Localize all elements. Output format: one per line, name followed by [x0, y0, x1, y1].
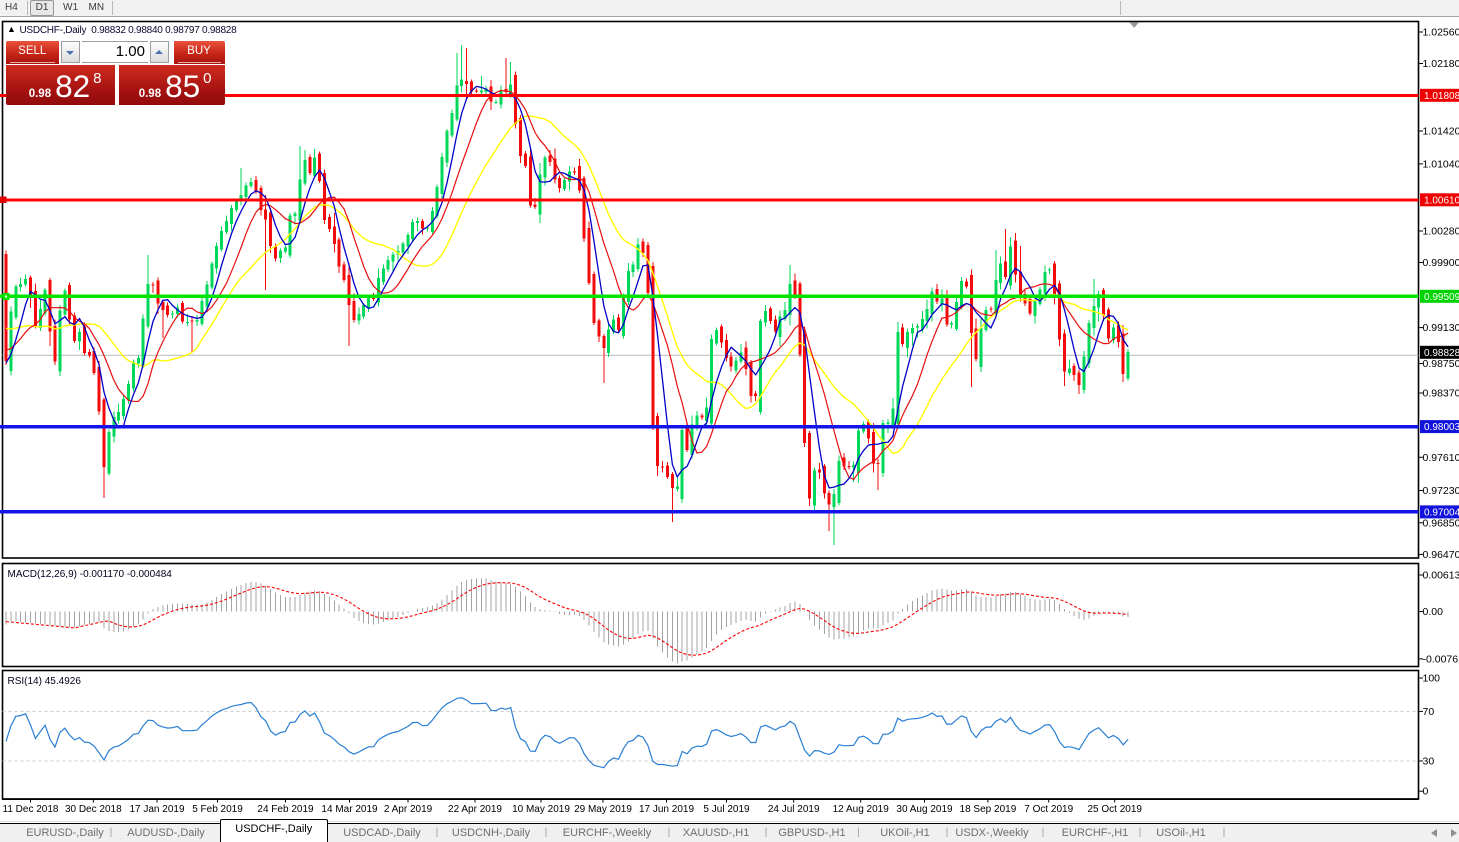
svg-text:11 Dec 2018: 11 Dec 2018 [3, 804, 59, 815]
svg-text:1.01040: 1.01040 [1423, 158, 1459, 170]
svg-text:5 Jul 2019: 5 Jul 2019 [703, 804, 750, 815]
svg-text:1.01808: 1.01808 [1424, 91, 1459, 102]
svg-text:29 May 2019: 29 May 2019 [574, 804, 632, 815]
svg-text:18 Sep 2019: 18 Sep 2019 [960, 804, 1017, 815]
svg-text:70: 70 [1423, 706, 1435, 718]
svg-text:0.96850: 0.96850 [1423, 517, 1459, 529]
svg-text:24 Feb 2019: 24 Feb 2019 [257, 804, 314, 815]
svg-text:0.99509: 0.99509 [1424, 292, 1459, 303]
svg-text:RSI(14) 45.4926: RSI(14) 45.4926 [8, 676, 82, 687]
svg-text:0.99130: 0.99130 [1423, 322, 1459, 334]
svg-text:1.00610: 1.00610 [1424, 195, 1459, 206]
svg-text:0.98750: 0.98750 [1423, 358, 1459, 370]
svg-text:5 Feb 2019: 5 Feb 2019 [192, 804, 243, 815]
svg-text:0.00: 0.00 [1423, 606, 1444, 618]
svg-text:2 Apr 2019: 2 Apr 2019 [384, 804, 433, 815]
svg-text:22 Apr 2019: 22 Apr 2019 [448, 804, 502, 815]
svg-text:1.01420: 1.01420 [1423, 126, 1459, 138]
svg-text:30: 30 [1423, 756, 1435, 768]
svg-text:100: 100 [1423, 673, 1441, 685]
svg-text:0.97004: 0.97004 [1424, 508, 1459, 519]
svg-text:1.02560: 1.02560 [1423, 27, 1459, 39]
svg-text:30 Aug 2019: 30 Aug 2019 [896, 804, 953, 815]
svg-text:0.97230: 0.97230 [1423, 485, 1459, 497]
svg-text:17 Jan 2019: 17 Jan 2019 [129, 804, 184, 815]
svg-text:25 Oct 2019: 25 Oct 2019 [1087, 804, 1142, 815]
svg-text:0.98003: 0.98003 [1424, 422, 1459, 433]
svg-text:0.97610: 0.97610 [1423, 452, 1459, 464]
svg-text:0.98828: 0.98828 [1424, 348, 1459, 359]
svg-text:24 Jul 2019: 24 Jul 2019 [768, 804, 820, 815]
svg-text:14 Mar 2019: 14 Mar 2019 [321, 804, 378, 815]
svg-text:1.00280: 1.00280 [1423, 226, 1459, 238]
svg-text:0.98370: 0.98370 [1423, 388, 1459, 400]
svg-text:1.02180: 1.02180 [1423, 58, 1459, 70]
svg-text:10 May 2019: 10 May 2019 [512, 804, 570, 815]
svg-text:0.96470: 0.96470 [1423, 549, 1459, 561]
svg-text:MACD(12,26,9) -0.001170 -0.000: MACD(12,26,9) -0.001170 -0.000484 [8, 569, 173, 580]
svg-text:0: 0 [1423, 786, 1429, 798]
svg-text:30 Dec 2018: 30 Dec 2018 [65, 804, 122, 815]
svg-text:0.00613: 0.00613 [1423, 570, 1459, 582]
svg-text:12 Aug 2019: 12 Aug 2019 [833, 804, 890, 815]
svg-text:17 Jun 2019: 17 Jun 2019 [639, 804, 694, 815]
svg-text:0.99900: 0.99900 [1423, 257, 1459, 269]
svg-text:7 Oct 2019: 7 Oct 2019 [1024, 804, 1073, 815]
